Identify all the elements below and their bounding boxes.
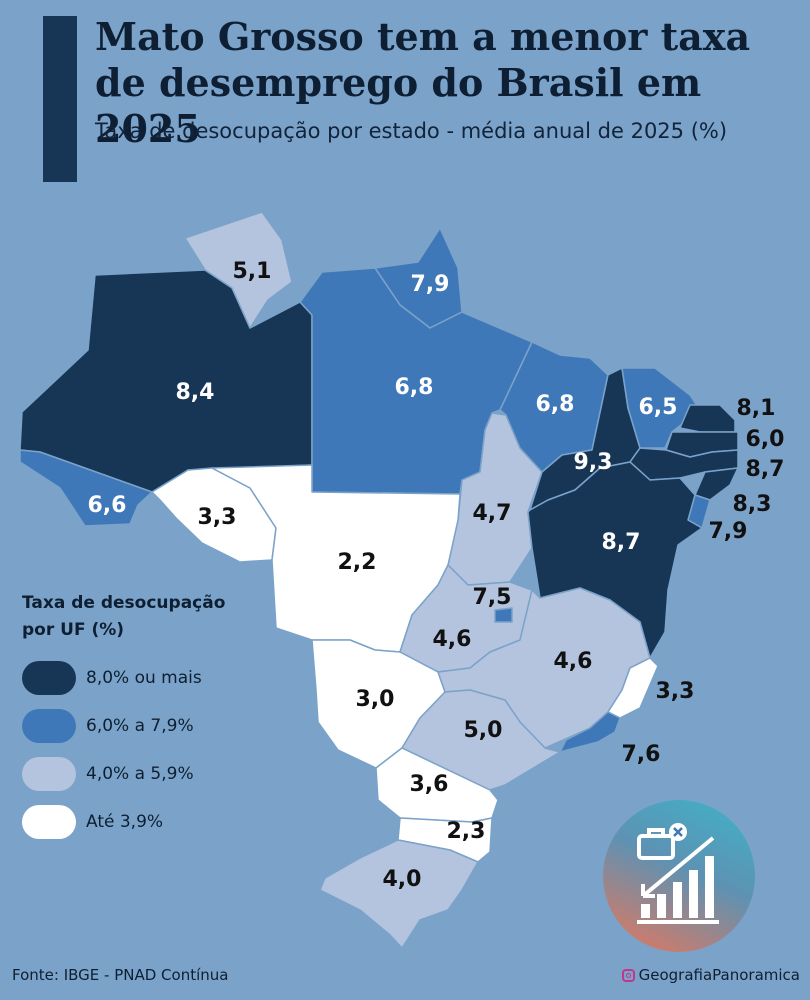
legend-label: Até 3,9% (86, 812, 164, 832)
state-value-pa: 6,8 (395, 375, 434, 400)
state-value-to: 4,7 (473, 501, 512, 526)
state-value-pr: 3,6 (410, 772, 449, 797)
unemployment-chart-logo-icon (603, 800, 755, 952)
state-value-sc: 2,3 (447, 819, 486, 844)
legend-item-4-to-5-9: 4,0% a 5,9% (22, 750, 282, 798)
legend-item-6-to-7-9: 6,0% a 7,9% (22, 702, 282, 750)
legend-label: 8,0% ou mais (86, 668, 202, 688)
legend-swatch (22, 661, 76, 695)
state-value-pe: 8,7 (746, 457, 785, 482)
state-al (694, 467, 739, 501)
state-value-rs: 4,0 (383, 867, 422, 892)
state-rs (319, 839, 479, 949)
legend-title: Taxa de desocupação por UF (%) (22, 593, 226, 640)
state-df (494, 607, 513, 623)
legend-swatch (22, 709, 76, 743)
handle-text: GeografiaPanoramica (638, 966, 800, 984)
state-value-rj: 7,6 (622, 742, 661, 767)
state-value-ms: 3,0 (356, 687, 395, 712)
state-value-es: 3,3 (656, 679, 695, 704)
page-title: Mato Grosso tem a menor taxa de desempre… (95, 14, 751, 151)
source-note: Fonte: IBGE - PNAD Contínua (12, 966, 229, 984)
state-value-ce: 6,5 (639, 395, 678, 420)
state-value-ac: 6,6 (88, 493, 127, 518)
instagram-icon (621, 968, 635, 982)
page-subtitle: Taxa de desocupação por estado - média a… (95, 119, 728, 143)
state-value-ba: 8,7 (602, 530, 641, 555)
state-value-ro: 3,3 (198, 505, 237, 530)
legend-item-8-plus: 8,0% ou mais (22, 654, 282, 702)
state-value-pi: 9,3 (574, 450, 613, 475)
legend-item-below-4: Até 3,9% (22, 798, 282, 846)
state-value-se: 7,9 (709, 519, 748, 544)
state-value-mt: 2,2 (338, 550, 377, 575)
legend: Taxa de desocupação por UF (%) 8,0% ou m… (22, 590, 282, 846)
state-am (19, 269, 313, 493)
legend-label: 6,0% a 7,9% (86, 716, 194, 736)
state-value-rn: 8,1 (737, 396, 776, 421)
state-rn (679, 404, 736, 433)
state-rr (184, 211, 293, 329)
title-accent-bar (43, 16, 77, 182)
state-value-go: 4,6 (433, 627, 472, 652)
state-value-mg: 4,6 (554, 649, 593, 674)
legend-swatch (22, 805, 76, 839)
state-value-pb: 6,0 (746, 427, 785, 452)
state-value-df: 7,5 (473, 585, 512, 610)
state-sp (401, 689, 561, 791)
legend-swatch (22, 757, 76, 791)
state-value-ma: 6,8 (536, 392, 575, 417)
state-ac (19, 449, 153, 527)
legend-label: 4,0% a 5,9% (86, 764, 194, 784)
state-value-al: 8,3 (733, 492, 772, 517)
brazil-map: 8,4 5,1 7,9 6,8 6,6 3,3 2,2 4,7 6,8 9,3 6,5 8,1 6,0 8… (19, 211, 785, 949)
state-value-am: 8,4 (176, 380, 215, 405)
instagram-handle[interactable]: GeografiaPanoramica (621, 966, 800, 984)
state-value-sp: 5,0 (464, 718, 503, 743)
state-value-rr: 5,1 (233, 259, 272, 284)
state-value-ap: 7,9 (411, 272, 450, 297)
state-rj (559, 711, 621, 753)
